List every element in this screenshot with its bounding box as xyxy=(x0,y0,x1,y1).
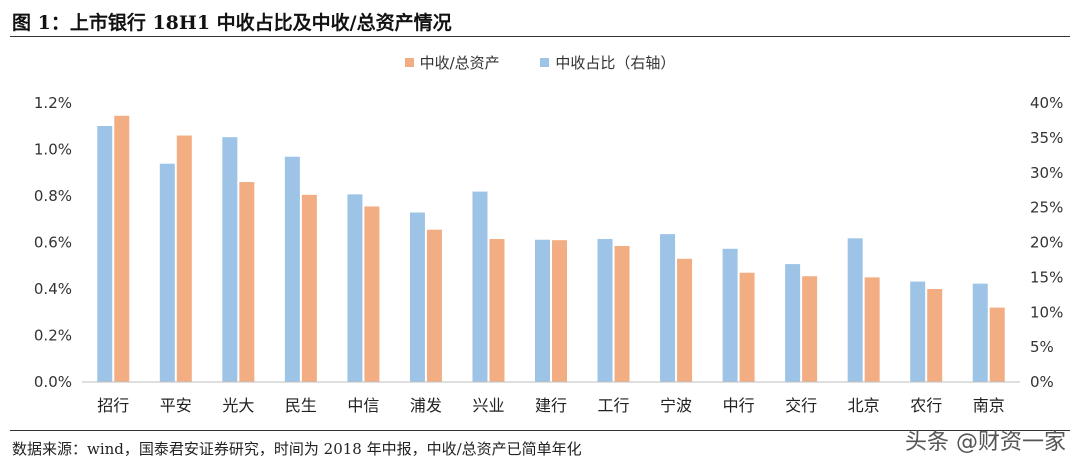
right-tick-label: 20% xyxy=(1030,234,1063,252)
bar-fee-to-assets xyxy=(176,135,192,382)
watermark: 头条 @财资一家 xyxy=(905,430,1066,455)
right-tick-label: 10% xyxy=(1030,303,1063,321)
category-labels: 招行 平安 光大 民生 中信 浦发 兴业 建行 工行 宁波 中行 交行 北京 农行 南京 xyxy=(97,396,1004,415)
right-tick-label: 15% xyxy=(1030,268,1063,286)
legend-swatch-fee-share xyxy=(540,58,550,67)
bar-fee-share xyxy=(159,163,175,382)
bar-fee-share xyxy=(847,238,863,382)
bar-fee-share xyxy=(972,283,988,382)
bar-fee-share xyxy=(535,239,550,382)
legend-swatch-fee-to-assets xyxy=(404,58,414,67)
bar-fee-to-assets xyxy=(614,245,630,382)
bar-fee-share xyxy=(97,126,113,382)
legend-item-fee-share: 中收占比（右轴） xyxy=(540,52,675,73)
bar-chart: 0.0% 0.2% 0.4% 0.6% 0.8% 1.0% 1.2% 0% 5% 10% 15% 2… xyxy=(34,94,1063,415)
category-label: 农行 xyxy=(910,396,942,415)
source-note: 数据来源：wind，国泰君安证券研究，时间为 2018 年中报，中收/总资产已简… xyxy=(12,440,582,458)
bar-fee-share xyxy=(409,212,425,382)
category-label: 兴业 xyxy=(472,396,504,415)
category-label: 浦发 xyxy=(410,396,442,415)
category-label: 北京 xyxy=(848,396,880,415)
bar-fee-to-assets xyxy=(989,307,1005,382)
left-tick-label: 0.4% xyxy=(34,280,72,298)
bars-group xyxy=(97,115,1005,382)
bar-fee-to-assets xyxy=(552,240,567,382)
right-tick-label: 40% xyxy=(1030,94,1063,112)
left-tick-label: 0.0% xyxy=(34,373,72,391)
left-tick-label: 0.2% xyxy=(34,327,72,345)
right-tick-label: 0% xyxy=(1030,373,1054,391)
left-axis: 0.0% 0.2% 0.4% 0.6% 0.8% 1.0% 1.2% xyxy=(34,94,72,391)
bar-fee-to-assets xyxy=(239,182,255,382)
bar-fee-share xyxy=(597,239,613,382)
bar-fee-to-assets xyxy=(301,194,317,382)
bar-fee-to-assets xyxy=(927,289,943,382)
bar-fee-share xyxy=(472,191,488,382)
right-tick-label: 35% xyxy=(1030,129,1063,147)
bar-fee-to-assets xyxy=(802,276,818,382)
right-axis: 0% 5% 10% 15% 20% 25% 30% 35% 40% xyxy=(1030,94,1063,391)
legend-item-fee-to-assets: 中收/总资产 xyxy=(404,52,500,73)
category-label: 民生 xyxy=(285,396,317,415)
left-tick-label: 1.2% xyxy=(34,94,72,112)
bar-fee-share xyxy=(910,281,926,382)
bar-fee-to-assets xyxy=(489,239,505,382)
category-label: 平安 xyxy=(160,396,192,415)
category-label: 交行 xyxy=(785,396,817,415)
bar-fee-to-assets xyxy=(864,277,880,382)
category-label: 建行 xyxy=(535,396,567,415)
bar-fee-to-assets xyxy=(426,229,442,382)
bar-fee-to-assets xyxy=(114,115,130,382)
bar-fee-share xyxy=(284,156,300,382)
bar-fee-to-assets xyxy=(739,272,755,382)
category-label: 宁波 xyxy=(660,396,692,415)
left-tick-label: 1.0% xyxy=(34,141,72,159)
category-label: 中信 xyxy=(347,396,379,415)
bar-fee-to-assets xyxy=(364,206,380,382)
right-tick-label: 5% xyxy=(1030,338,1054,356)
bar-fee-to-assets xyxy=(677,258,693,382)
category-label: 工行 xyxy=(598,396,630,415)
category-label: 光大 xyxy=(222,396,254,415)
bar-fee-share xyxy=(660,234,676,382)
bar-fee-share xyxy=(722,248,738,382)
category-label: 招行 xyxy=(97,396,129,415)
bar-fee-share xyxy=(222,137,238,382)
chart-legend: 中收/总资产 中收占比（右轴） xyxy=(0,52,1080,73)
title-rule xyxy=(10,36,1070,37)
category-label: 南京 xyxy=(973,396,1005,415)
right-tick-label: 25% xyxy=(1030,199,1063,217)
bar-fee-share xyxy=(785,264,801,382)
legend-label-fee-to-assets: 中收/总资产 xyxy=(419,54,500,72)
source-rule xyxy=(10,430,1070,431)
category-label: 中行 xyxy=(723,396,755,415)
figure-title: 图 1：上市银行 18H1 中收占比及中收/总资产情况 xyxy=(12,12,452,34)
bar-fee-share xyxy=(347,194,363,382)
right-tick-label: 30% xyxy=(1030,164,1063,182)
left-tick-label: 0.8% xyxy=(34,187,72,205)
legend-label-fee-share: 中收占比（右轴） xyxy=(555,54,676,72)
left-tick-label: 0.6% xyxy=(34,234,72,252)
